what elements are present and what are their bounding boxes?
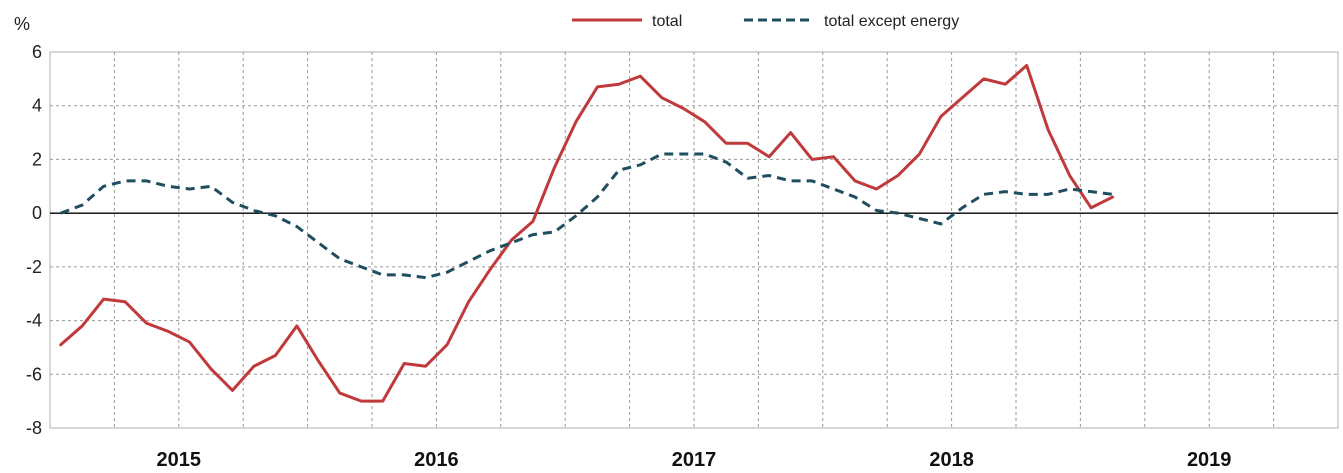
gridlines bbox=[50, 52, 1338, 428]
x-year-label: 2017 bbox=[672, 449, 717, 471]
y-tick-label: -6 bbox=[26, 364, 42, 384]
x-year-label: 2018 bbox=[929, 449, 974, 471]
legend-label-total: total bbox=[652, 13, 682, 30]
series-lines bbox=[59, 63, 1115, 403]
y-tick-label: -8 bbox=[26, 418, 42, 438]
x-axis-year-labels: 2015 2016 2017 2018 2019 bbox=[157, 449, 1232, 471]
y-tick-label: 0 bbox=[32, 203, 42, 223]
x-year-label: 2019 bbox=[1187, 449, 1232, 471]
y-axis-unit-label: % bbox=[14, 14, 30, 34]
series-line-total-except-energy bbox=[60, 152, 1113, 280]
legend: total total except energy bbox=[572, 13, 959, 30]
x-year-label: 2016 bbox=[414, 449, 459, 471]
y-axis-ticks: 6 4 2 0 -2 -4 -6 -8 bbox=[26, 42, 42, 438]
legend-label-total-except-energy: total except energy bbox=[824, 13, 959, 30]
y-tick-label: -2 bbox=[26, 257, 42, 277]
y-tick-label: 6 bbox=[32, 42, 42, 62]
y-tick-label: 4 bbox=[32, 96, 42, 116]
series-line-total bbox=[59, 63, 1115, 403]
y-tick-label: 2 bbox=[32, 149, 42, 169]
y-tick-label: -4 bbox=[26, 311, 42, 331]
x-year-label: 2015 bbox=[157, 449, 202, 471]
